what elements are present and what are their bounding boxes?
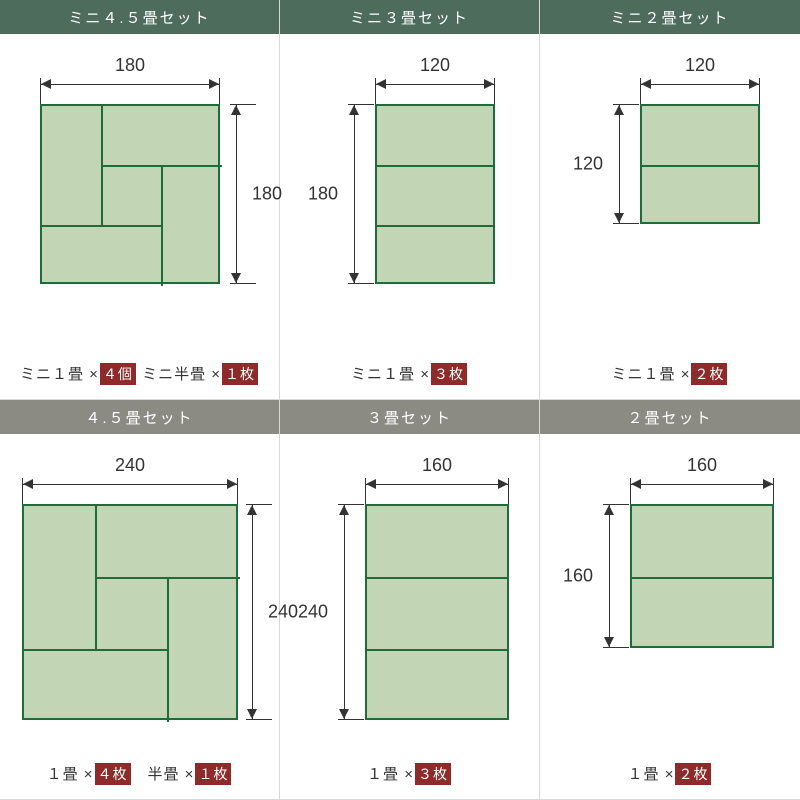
set-title: ミニ３畳セット [280, 0, 539, 34]
tatami-layout [365, 504, 509, 720]
diagram: 160 160 [540, 434, 800, 754]
dim-label: 240 [22, 455, 238, 476]
caption: １畳 ×３枚 [280, 763, 539, 785]
set-title: ミニ２畳セット [540, 0, 800, 34]
dim-label: 120 [640, 55, 760, 76]
product-cell: ４.５畳セット 240 240 １畳 ×４枚 半畳 ×１枚 [0, 400, 280, 800]
count-badge: １枚 [195, 763, 231, 785]
tatami-layout [22, 504, 238, 720]
product-cell: ２畳セット 160 160 １畳 ×２枚 [540, 400, 800, 800]
count-badge: ２枚 [675, 763, 711, 785]
dim-label: 120 [375, 55, 495, 76]
tatami-layout [640, 104, 760, 224]
caption: ミニ１畳 ×３枚 [280, 363, 539, 385]
count-badge: ３枚 [431, 363, 467, 385]
set-title: ３畳セット [280, 400, 539, 434]
diagram: 120 120 [540, 34, 800, 354]
set-title: ミニ４.５畳セット [0, 0, 279, 34]
diagram: 120 180 [280, 34, 539, 354]
dim-label: 180 [252, 184, 282, 205]
diagram: 160 240 [280, 434, 539, 754]
product-cell: ミニ４.５畳セット 180 180 ミニ１畳 ×４個 ミニ半畳 ×１枚 [0, 0, 280, 400]
product-cell: ミニ３畳セット 120 180 ミニ１畳 ×３枚 [280, 0, 540, 400]
caption: ミニ１畳 ×４個 ミニ半畳 ×１枚 [0, 363, 279, 385]
set-title: ４.５畳セット [0, 400, 279, 434]
dim-label: 180 [308, 184, 338, 205]
count-badge: １枚 [222, 363, 258, 385]
product-cell: ３畳セット 160 240 １畳 ×３枚 [280, 400, 540, 800]
product-cell: ミニ２畳セット 120 120 ミニ１畳 ×２枚 [540, 0, 800, 400]
dim-label: 160 [563, 566, 593, 587]
dim-label: 120 [573, 154, 603, 175]
dim-label: 160 [630, 455, 774, 476]
count-badge: ４個 [100, 363, 136, 385]
caption: １畳 ×２枚 [540, 763, 800, 785]
count-badge: ３枚 [415, 763, 451, 785]
diagram: 180 180 [0, 34, 279, 354]
count-badge: ２枚 [691, 363, 727, 385]
set-title: ２畳セット [540, 400, 800, 434]
caption: ミニ１畳 ×２枚 [540, 363, 800, 385]
diagram: 240 240 [0, 434, 279, 754]
count-badge: ４枚 [95, 763, 131, 785]
tatami-layout [630, 504, 774, 648]
tatami-layout [40, 104, 220, 284]
dim-label: 160 [365, 455, 509, 476]
dim-label: 180 [40, 55, 220, 76]
tatami-layout [375, 104, 495, 284]
caption: １畳 ×４枚 半畳 ×１枚 [0, 763, 279, 785]
dim-label: 240 [298, 602, 328, 623]
